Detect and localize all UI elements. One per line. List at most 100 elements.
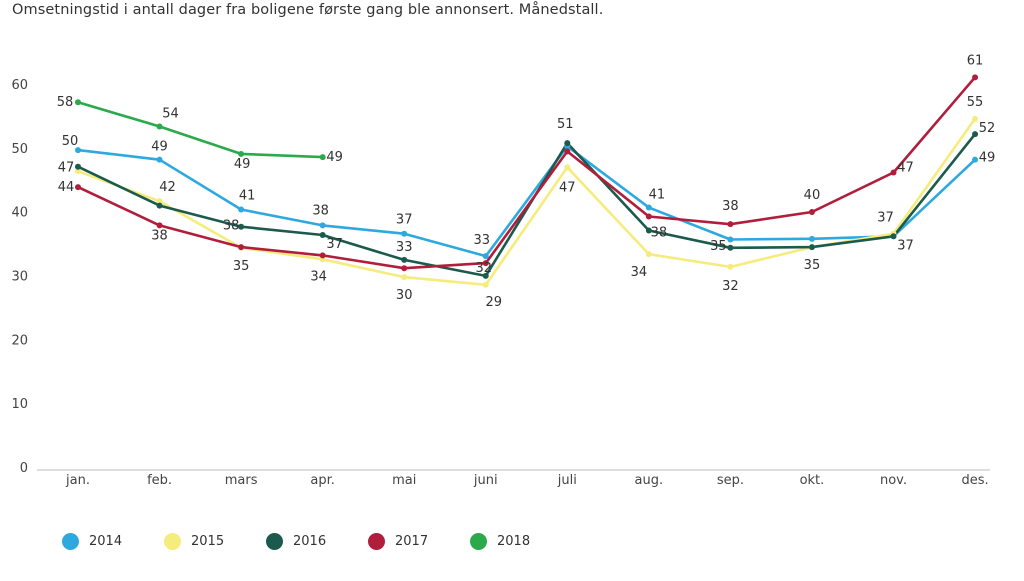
legend-swatch — [62, 533, 79, 550]
data-point-2014 — [645, 204, 652, 211]
legend-label: 2014 — [89, 534, 123, 549]
x-tick-label: mars — [225, 473, 258, 488]
y-tick-label: 50 — [11, 142, 28, 157]
data-label-2015: 37 — [877, 211, 894, 226]
data-point-2014 — [727, 236, 734, 243]
data-label-2016: 37 — [326, 237, 343, 252]
legend-swatch — [164, 533, 181, 550]
data-label-2015: 35 — [233, 259, 250, 274]
data-label-2014: 38 — [312, 203, 329, 218]
y-tick-label: 20 — [11, 333, 28, 348]
data-point-2017 — [238, 244, 245, 251]
data-label-2015: 42 — [159, 180, 176, 195]
legend-swatch — [470, 533, 487, 550]
data-label-2018: 49 — [326, 150, 343, 165]
data-point-2017 — [482, 260, 489, 267]
data-label-2016: 37 — [897, 238, 914, 253]
line-chart: 0 10 20 30 40 50 60 jan. feb. mars apr. mai juni juli… — [11, 53, 996, 488]
data-label-2014: 33 — [473, 233, 490, 248]
data-label-2017: 47 — [897, 160, 914, 175]
data-point-2014 — [401, 230, 408, 237]
data-point-2014 — [972, 156, 979, 163]
chart-title: Omsetningstid i antall dager fra boligen… — [12, 2, 604, 18]
data-label-2017: 40 — [804, 188, 821, 203]
legend-label: 2017 — [395, 534, 429, 549]
legend-swatch — [266, 533, 283, 550]
data-point-2015 — [727, 263, 734, 270]
legend-item-2014: 2014 — [62, 533, 164, 550]
data-label-2015: 34 — [310, 269, 327, 284]
data-point-2016 — [482, 272, 489, 279]
y-tick-label: 0 — [20, 461, 28, 476]
data-point-2016 — [75, 163, 81, 170]
data-point-2017 — [156, 222, 163, 229]
data-label-2017: 33 — [396, 240, 413, 255]
data-label-2018: 49 — [234, 157, 251, 172]
series-line-2016 — [76, 132, 977, 278]
data-label-2017: 38 — [151, 228, 168, 243]
x-tick-label: des. — [961, 473, 988, 488]
data-label-2015: 32 — [722, 279, 739, 294]
data-point-2017 — [645, 213, 652, 220]
series-lines — [76, 76, 977, 287]
data-point-2016 — [156, 202, 163, 209]
data-label-2014: 37 — [396, 213, 413, 228]
data-point-2018 — [156, 123, 163, 130]
data-label-2014: 50 — [62, 134, 79, 149]
data-point-2017 — [75, 184, 81, 191]
data-point-2014 — [75, 147, 81, 154]
legend-label: 2016 — [293, 534, 327, 549]
x-tick-label: jan. — [65, 473, 90, 488]
x-tick-label: mai — [392, 473, 416, 488]
data-point-2016 — [890, 233, 897, 240]
data-point-2017 — [890, 169, 897, 176]
data-point-2017 — [808, 209, 815, 216]
data-label-2016: 52 — [979, 121, 996, 136]
series-points — [75, 74, 979, 288]
data-point-2014 — [238, 206, 245, 213]
data-point-2014 — [319, 222, 326, 229]
data-label-2016: 38 — [223, 219, 240, 234]
data-point-2015 — [75, 168, 81, 175]
legend-swatch — [368, 533, 385, 550]
data-point-2017 — [564, 148, 571, 155]
y-tick-label: 60 — [11, 78, 28, 93]
data-label-2014: 41 — [649, 188, 666, 203]
data-label-2016: 35 — [710, 239, 727, 254]
data-point-2016 — [808, 244, 815, 251]
data-label-2017: 44 — [58, 180, 75, 195]
x-tick-label: okt. — [800, 473, 825, 488]
data-point-2016 — [319, 232, 326, 239]
y-tick-label: 40 — [11, 206, 28, 221]
data-label-2018: 54 — [162, 106, 179, 121]
data-point-2016 — [238, 223, 245, 230]
data-point-2017 — [319, 252, 326, 259]
series-line-2014 — [76, 145, 977, 258]
legend-label: 2015 — [191, 534, 225, 549]
data-point-2015 — [972, 115, 979, 122]
y-tick-label: 10 — [11, 397, 28, 412]
x-tick-label: apr. — [310, 473, 335, 488]
data-label-2014: 49 — [151, 140, 168, 155]
legend-item-2016: 2016 — [266, 533, 368, 550]
data-point-2015 — [564, 164, 571, 171]
legend-item-2018: 2018 — [470, 533, 572, 550]
x-tick-label: juli — [557, 473, 577, 488]
data-label-2014: 41 — [239, 188, 256, 203]
data-point-2014 — [156, 156, 163, 163]
data-point-2017 — [401, 265, 408, 272]
data-point-2015 — [482, 281, 489, 288]
x-tick-label: feb. — [147, 473, 172, 488]
data-label-2017: 38 — [722, 199, 739, 214]
data-point-2018 — [319, 154, 326, 161]
x-tick-label: nov. — [880, 473, 907, 488]
data-label-2015: 34 — [631, 265, 648, 280]
data-point-2018 — [75, 99, 81, 106]
data-point-2017 — [727, 221, 734, 228]
x-tick-label: sep. — [717, 473, 744, 488]
x-tick-label: juni — [473, 473, 498, 488]
data-labels: 50 49 41 38 37 33 41 49 42 35 34 30 29 47 34 32 35 37 55 47… — [57, 53, 996, 309]
data-point-2017 — [972, 74, 979, 81]
data-point-2016 — [972, 131, 979, 138]
data-label-2017: 61 — [967, 53, 984, 68]
